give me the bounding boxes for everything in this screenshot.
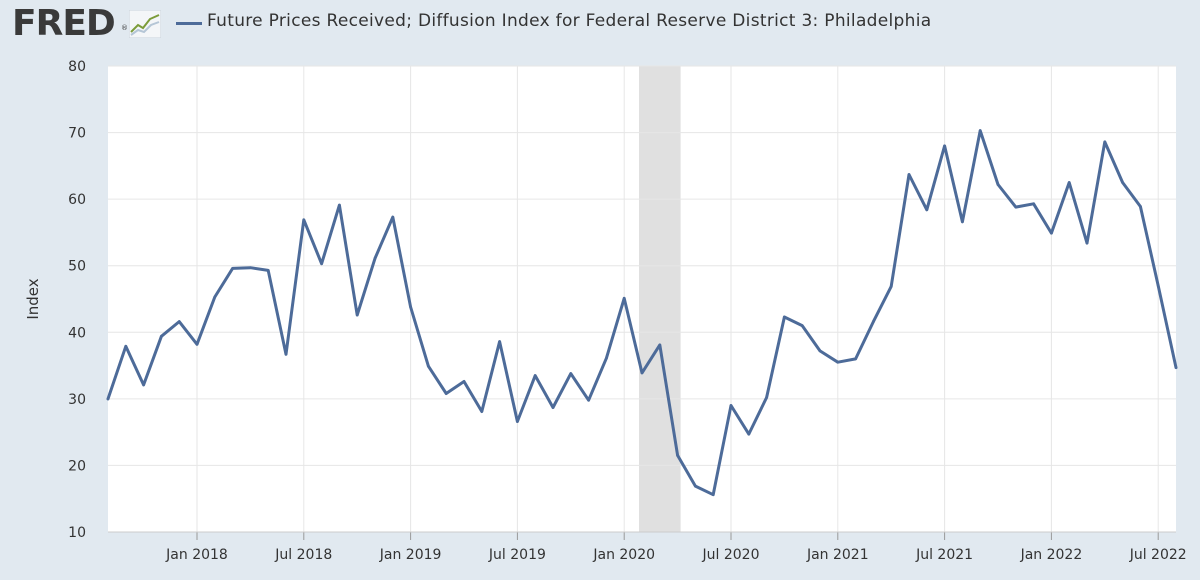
data-point[interactable] <box>284 352 288 356</box>
data-point[interactable] <box>694 484 697 488</box>
data-point[interactable] <box>676 454 679 457</box>
y-tick-label: 70 <box>68 126 86 142</box>
data-point[interactable] <box>978 129 982 132</box>
data-point[interactable] <box>355 313 359 317</box>
x-tick-label: Jul 2020 <box>702 547 760 563</box>
data-point[interactable] <box>587 398 590 402</box>
data-point[interactable] <box>818 349 822 353</box>
data-point[interactable] <box>640 371 644 375</box>
data-point[interactable] <box>231 267 234 270</box>
data-point[interactable] <box>462 380 466 383</box>
fred-logo[interactable]: FRED <box>12 3 116 44</box>
data-point[interactable] <box>427 364 430 368</box>
data-point[interactable] <box>373 257 377 260</box>
fred-chart-logo-icon <box>129 10 161 38</box>
x-tick-label: Jul 2019 <box>488 547 546 563</box>
data-point[interactable] <box>872 320 875 323</box>
legend-swatch <box>176 22 202 25</box>
data-point[interactable] <box>1014 205 1018 209</box>
data-point[interactable] <box>961 220 964 224</box>
x-tick-label: Jul 2021 <box>915 547 973 563</box>
data-point[interactable] <box>765 396 768 399</box>
data-point[interactable] <box>854 357 857 361</box>
data-point[interactable] <box>569 372 573 375</box>
data-point[interactable] <box>1032 202 1035 206</box>
chart-header: FRED ® Future Prices Received; Diffusion… <box>0 0 1200 50</box>
data-point[interactable] <box>1067 181 1071 184</box>
x-tick-label: Jan 2020 <box>592 547 655 563</box>
data-point[interactable] <box>320 262 323 266</box>
x-tick-label: Jan 2021 <box>806 547 869 563</box>
data-point[interactable] <box>142 383 145 387</box>
recession-shading <box>639 66 681 532</box>
data-point[interactable] <box>498 340 501 343</box>
y-tick-label: 60 <box>68 192 86 208</box>
data-point[interactable] <box>747 432 751 436</box>
data-point[interactable] <box>106 397 110 401</box>
y-tick-label: 50 <box>68 259 86 275</box>
data-point[interactable] <box>996 183 1000 186</box>
data-point[interactable] <box>551 406 555 409</box>
data-point[interactable] <box>729 404 733 407</box>
x-tick-label: Jan 2018 <box>165 547 228 563</box>
data-point[interactable] <box>783 315 786 319</box>
data-point[interactable] <box>1139 205 1142 208</box>
data-point[interactable] <box>711 493 715 497</box>
data-point[interactable] <box>1050 231 1053 235</box>
data-point[interactable] <box>533 374 537 377</box>
data-point[interactable] <box>1121 181 1124 184</box>
data-point[interactable] <box>836 360 840 364</box>
data-point[interactable] <box>889 285 893 288</box>
data-point[interactable] <box>124 344 128 348</box>
data-point[interactable] <box>409 305 412 309</box>
line-chart: 10 20 30 40 50 60 70 80 Jan 2018 Jul 2018 Jan 2019… <box>24 59 1187 563</box>
y-tick-label: 20 <box>68 458 86 474</box>
registered-mark: ® <box>121 24 128 32</box>
data-point[interactable] <box>177 320 181 323</box>
data-point[interactable] <box>249 266 252 270</box>
data-point[interactable] <box>943 144 946 148</box>
data-point[interactable] <box>338 203 341 207</box>
y-tick-label: 30 <box>68 392 86 408</box>
data-point[interactable] <box>622 297 626 300</box>
data-point[interactable] <box>444 392 448 395</box>
data-point[interactable] <box>605 356 608 360</box>
data-point[interactable] <box>907 173 911 176</box>
y-tick-label: 10 <box>68 525 86 541</box>
data-point[interactable] <box>302 218 306 222</box>
x-tick-label: Jan 2022 <box>1020 547 1083 563</box>
data-point[interactable] <box>160 334 163 338</box>
data-point[interactable] <box>658 343 662 347</box>
x-tick-label: Jan 2019 <box>379 547 442 563</box>
x-tick-label: Jul 2018 <box>274 547 332 563</box>
data-point[interactable] <box>925 208 929 212</box>
data-point[interactable] <box>266 269 270 272</box>
data-point[interactable] <box>800 324 804 327</box>
data-point[interactable] <box>1103 140 1107 144</box>
data-point[interactable] <box>1085 241 1089 245</box>
y-tick-label: 40 <box>68 325 86 341</box>
data-point[interactable] <box>480 410 484 413</box>
y-tick-label: 80 <box>68 59 86 75</box>
y-axis-title: Index <box>24 278 42 319</box>
x-tick-label: Jul 2022 <box>1129 547 1187 563</box>
data-point[interactable] <box>391 215 395 219</box>
data-point[interactable] <box>195 342 199 346</box>
legend-series-title[interactable]: Future Prices Received; Diffusion Index … <box>207 11 932 31</box>
data-point[interactable] <box>516 420 519 423</box>
data-point[interactable] <box>1156 284 1160 287</box>
data-point[interactable] <box>1174 366 1178 369</box>
data-point[interactable] <box>213 295 217 299</box>
